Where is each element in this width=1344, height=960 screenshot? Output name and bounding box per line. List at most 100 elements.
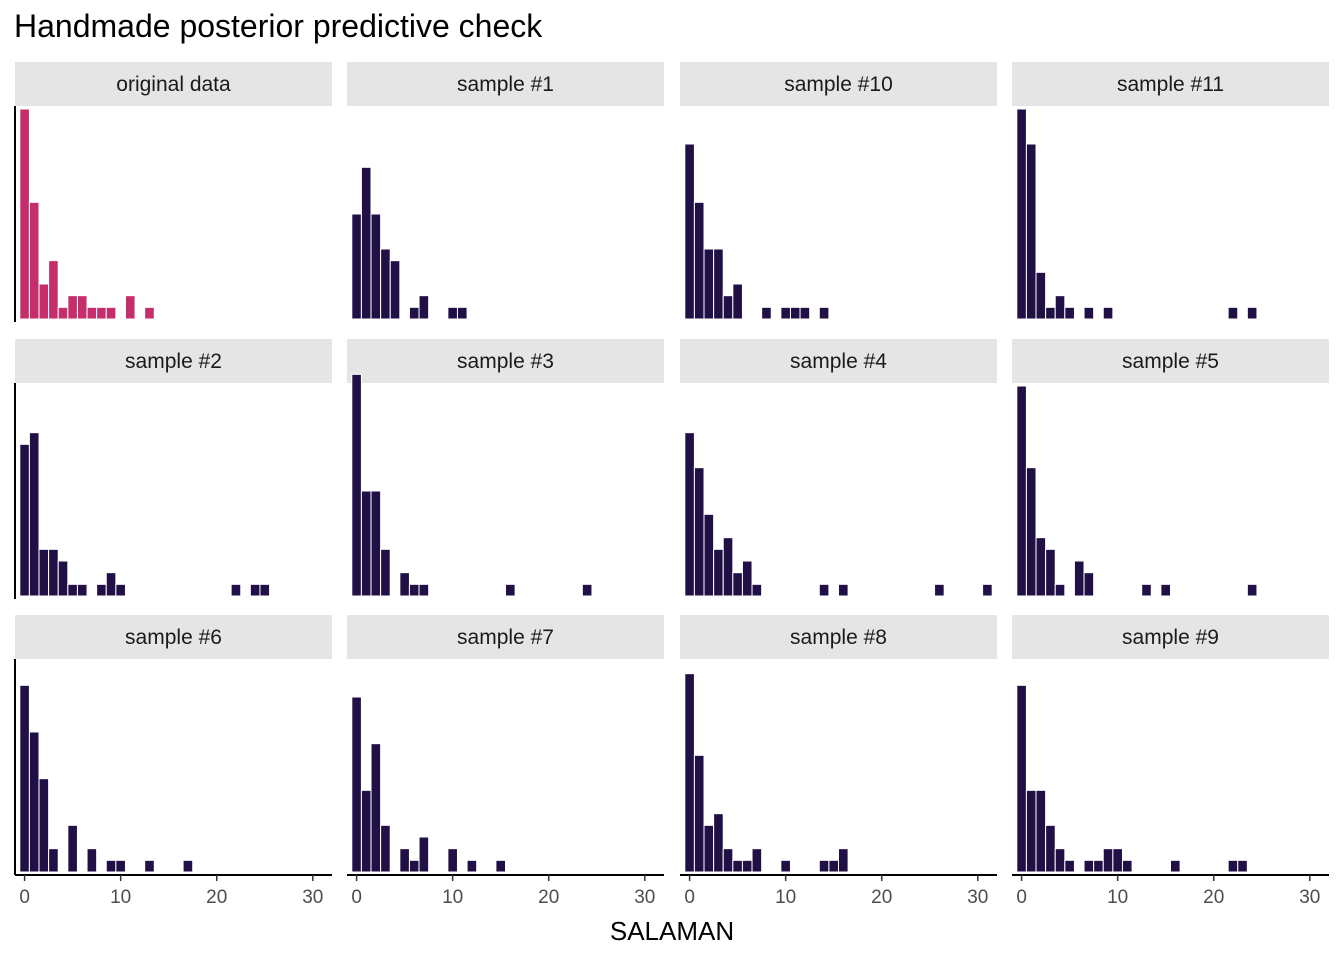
histogram-bar — [693, 467, 705, 597]
histogram-bar — [703, 248, 715, 320]
histogram-bar — [982, 583, 993, 597]
facet-panel: sample #7 0 10 20 30 — [347, 615, 664, 908]
histogram-bar — [351, 696, 362, 873]
histogram-bar — [67, 295, 78, 320]
facet-strip-label: sample #9 — [1122, 626, 1219, 649]
x-tick-label: 0 — [684, 887, 695, 908]
histogram-bar — [351, 213, 362, 320]
histogram-bar — [249, 583, 261, 597]
facet-strip — [1012, 339, 1329, 383]
histogram-bar — [1016, 684, 1027, 873]
histogram-bar — [182, 859, 194, 873]
histogram-bar — [408, 859, 420, 873]
histogram-bar — [418, 583, 430, 597]
histogram-bar — [741, 859, 753, 873]
histogram-bar — [370, 490, 382, 597]
histogram-bar — [761, 306, 772, 320]
facet-strip-label: sample #5 — [1122, 350, 1219, 373]
histogram-bar — [380, 548, 391, 597]
histogram-bar — [28, 201, 40, 320]
histogram-bar — [408, 306, 420, 320]
x-tick-label: 20 — [1203, 887, 1224, 908]
facet-panel: sample #9 0 10 20 30 — [1012, 615, 1329, 908]
histogram-bar — [780, 859, 791, 873]
histogram-bar — [456, 306, 468, 320]
histogram-bar — [732, 572, 743, 597]
histogram-bar — [799, 306, 811, 320]
histogram-bar — [86, 848, 98, 873]
histogram-bar — [713, 548, 724, 597]
histogram-bar — [447, 848, 458, 873]
histogram-bar — [1121, 859, 1133, 873]
facet-strip-label: original data — [116, 73, 231, 96]
histogram-bar — [751, 583, 763, 597]
facet-panel: sample #8 0 10 20 30 — [680, 615, 997, 908]
histogram-bar — [1054, 295, 1066, 320]
histogram-bar — [380, 248, 391, 320]
histogram-bar — [684, 673, 695, 873]
histogram-bar — [259, 583, 271, 597]
histogram-bar — [57, 560, 69, 597]
facet-strip-label: sample #1 — [457, 73, 554, 96]
histogram-bar — [399, 572, 410, 597]
histogram-bar — [1102, 306, 1114, 320]
histogram-bar — [1016, 385, 1027, 597]
histogram-bar — [48, 260, 59, 320]
histogram-bar — [360, 789, 372, 873]
histogram-bar — [780, 306, 791, 320]
facet-strip — [1012, 62, 1329, 106]
histogram-bar — [105, 572, 117, 597]
facet-panel: sample #10 — [680, 62, 997, 320]
facet-strip — [680, 62, 997, 106]
histogram-bar — [934, 583, 945, 597]
histogram-bar — [1083, 572, 1095, 597]
histogram-bar — [67, 583, 78, 597]
histogram-bar — [495, 859, 507, 873]
x-tick-label: 10 — [775, 887, 796, 908]
histogram-bar — [19, 108, 30, 320]
facet-strip-label: sample #8 — [790, 626, 887, 649]
histogram-bar — [703, 824, 715, 873]
histogram-bar — [1246, 306, 1258, 320]
facet-strip — [15, 615, 332, 659]
facet-strip-label: sample #6 — [125, 626, 222, 649]
x-tick-label: 30 — [1299, 887, 1320, 908]
histogram-bar — [722, 848, 734, 873]
facet-panel: sample #6 0 10 20 30 — [14, 615, 332, 908]
histogram-bar — [1160, 583, 1171, 597]
facet-strip-label: sample #7 — [457, 626, 554, 649]
histogram-bar — [38, 548, 50, 597]
histogram-bar — [1246, 583, 1258, 597]
histogram-bar — [230, 583, 242, 597]
facet-panel: sample #4 — [680, 339, 997, 597]
facet-panel: sample #1 — [347, 62, 664, 320]
histogram-bar — [48, 848, 59, 873]
histogram-bar — [370, 213, 382, 320]
histogram-bar — [360, 166, 372, 320]
histogram-bar — [1045, 548, 1056, 597]
histogram-bar — [1083, 859, 1095, 873]
histogram-bar — [1035, 537, 1047, 597]
histogram-bar — [418, 295, 430, 320]
histogram-bar — [360, 490, 372, 597]
histogram-bar — [408, 583, 420, 597]
x-tick-label: 30 — [302, 887, 323, 908]
histogram-bar — [466, 859, 478, 873]
histogram-bar — [1141, 583, 1152, 597]
facet-panel: sample #2 — [14, 339, 332, 599]
histogram-bar — [19, 684, 30, 873]
facet-strip — [680, 615, 997, 659]
histogram-bar — [693, 754, 705, 873]
histogram-bar — [505, 583, 516, 597]
histogram-bar — [732, 283, 743, 320]
histogram-bar — [1227, 306, 1239, 320]
histogram-bar — [1112, 848, 1123, 873]
histogram-bar — [19, 443, 30, 597]
histogram-bar — [684, 143, 695, 320]
histogram-bar — [144, 306, 155, 320]
histogram-bar — [789, 306, 801, 320]
histogram-bar — [389, 260, 401, 320]
facet-panel: sample #11 — [1012, 62, 1329, 320]
panels-layer: original data sample #1 sample #10 sample #… — [14, 62, 1329, 908]
